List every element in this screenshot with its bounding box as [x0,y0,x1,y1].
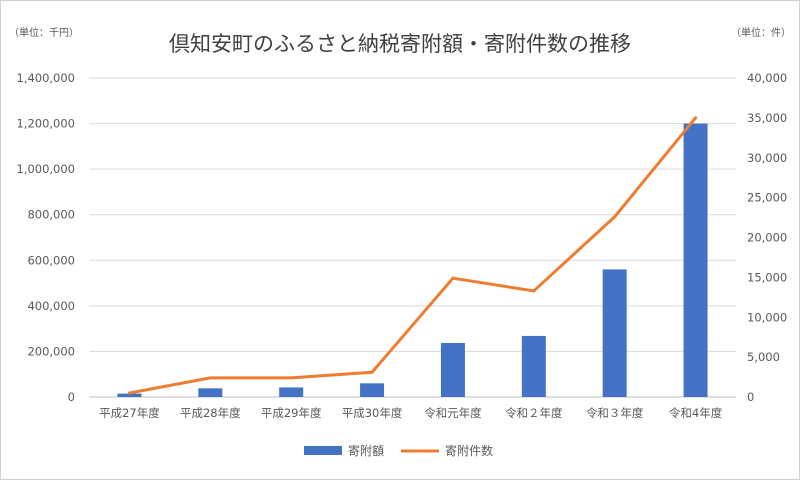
line-point [370,370,374,374]
left-tick-label: 600,000 [27,253,75,267]
line-point [694,116,698,120]
bar [279,387,304,397]
category-label: 令和元年度 [424,406,482,420]
line-point [289,376,293,380]
gridlines [89,77,736,398]
category-label: 令和２年度 [505,406,563,420]
left-tick-label: 400,000 [27,299,75,313]
right-tick-label: 35,000 [747,111,787,125]
line-series [127,116,698,395]
left-tick-label: 0 [68,390,75,404]
right-axis-unit: （単位：件） [731,26,791,39]
right-tick-label: 5,000 [747,350,780,364]
right-tick-label: 0 [747,390,754,404]
line-point [532,289,536,293]
legend-line-label: 寄附件数 [445,443,493,458]
left-axis-ticks: 0 200,000 400,000 600,000 800,000 1,000,000 1,… [16,71,75,404]
left-tick-label: 800,000 [27,208,75,222]
category-labels: 平成27年度 平成28年度 平成29年度 平成30年度 令和元年度 令和２年度 令和３年度 令… [99,406,723,420]
line-point [208,376,212,380]
right-tick-label: 40,000 [747,71,787,85]
bar [117,393,142,397]
right-tick-label: 25,000 [747,191,787,205]
category-label: 平成29年度 [261,406,322,420]
left-tick-label: 1,400,000 [16,71,75,85]
right-tick-label: 15,000 [747,270,787,284]
category-label: 平成27年度 [99,406,160,420]
line-path [127,116,698,395]
right-tick-label: 10,000 [747,310,787,324]
category-label: 平成30年度 [342,406,403,420]
bar [360,383,385,397]
right-tick-label: 30,000 [747,151,787,165]
legend: 寄附額 寄附件数 [304,443,493,458]
bar [440,342,465,397]
category-label: 平成28年度 [180,406,241,420]
legend-bar-label: 寄附額 [348,443,384,458]
bar [198,388,223,397]
category-label: 令和３年度 [586,406,644,420]
line-point [127,391,131,395]
chart-title: 倶知安町のふるさと納税寄附額・寄附件数の推移 [169,32,631,56]
category-label: 令和4年度 [669,406,723,420]
left-tick-label: 1,200,000 [16,117,75,131]
left-tick-label: 1,000,000 [16,162,75,176]
legend-bar-swatch [304,446,342,455]
bar [521,335,546,397]
line-point [613,215,617,219]
right-tick-label: 20,000 [747,231,787,245]
bar-series [117,123,708,398]
bar [602,269,627,397]
left-axis-unit: （単位：千円） [9,26,79,39]
bar [683,123,708,398]
right-axis-ticks: 0 5,000 10,000 15,000 20,000 25,000 30,000 35,0… [747,71,787,404]
left-tick-label: 200,000 [27,344,75,358]
line-point [451,276,455,280]
